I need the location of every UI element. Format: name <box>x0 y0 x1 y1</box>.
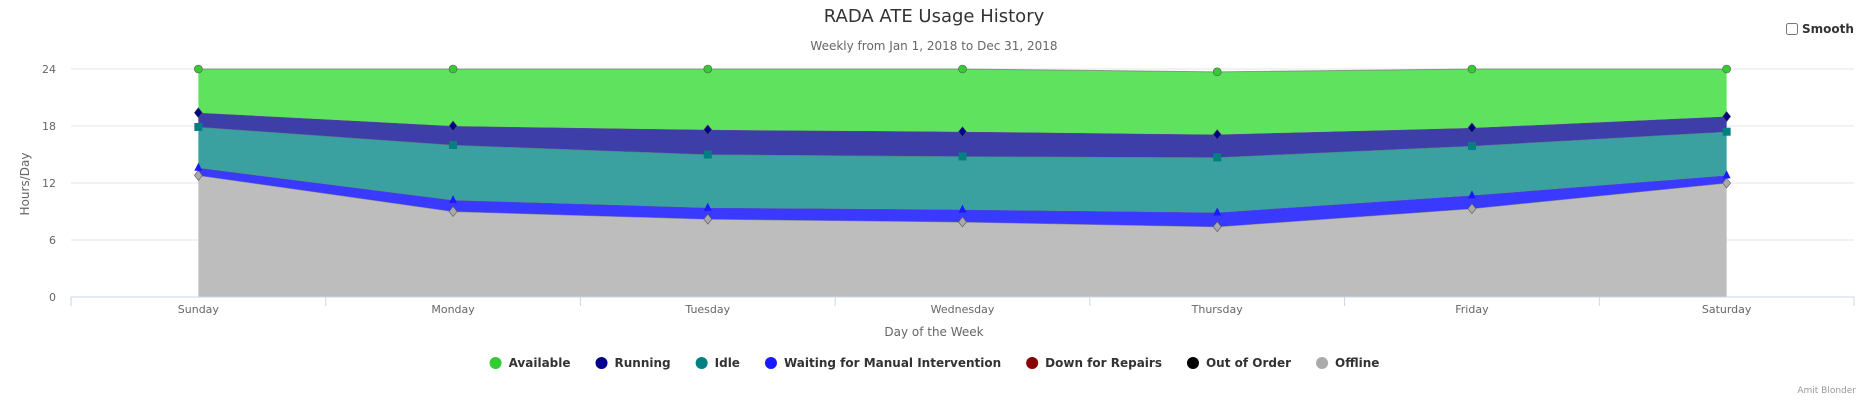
point-offline[interactable] <box>1722 177 1732 189</box>
chart-title: RADA ATE Usage History <box>824 6 1045 27</box>
legend-item-running[interactable]: Running <box>595 356 671 370</box>
point-idle[interactable] <box>1722 127 1731 136</box>
x-tick-label: Tuesday <box>684 303 730 316</box>
area-idle <box>198 126 1727 213</box>
legend-swatch <box>489 357 502 369</box>
legend-label: Running <box>615 356 671 370</box>
legend-swatch <box>595 357 608 369</box>
point-offline[interactable] <box>958 216 967 228</box>
area-offline <box>198 175 1727 297</box>
point-idle[interactable] <box>958 152 967 161</box>
point-idle[interactable] <box>703 150 712 159</box>
point-running[interactable] <box>1212 129 1222 141</box>
y-tick-label: 18 <box>42 120 56 133</box>
legend-swatch <box>1026 357 1039 369</box>
smooth-checkbox[interactable] <box>1786 23 1798 35</box>
legend-swatch <box>764 357 777 369</box>
point-waiting-for-manual-intervention[interactable] <box>1213 207 1222 216</box>
smooth-toggle[interactable]: Smooth <box>1786 22 1854 36</box>
point-running[interactable] <box>958 126 967 138</box>
point-offline[interactable] <box>1212 221 1222 233</box>
y-tick-label: 0 <box>49 291 56 304</box>
y-tick-label: 12 <box>42 177 56 190</box>
point-waiting-for-manual-intervention[interactable] <box>703 202 712 211</box>
point-idle[interactable] <box>194 122 203 131</box>
point-waiting-for-manual-intervention[interactable] <box>449 195 458 204</box>
point-idle[interactable] <box>1213 153 1222 162</box>
x-tick-label: Saturday <box>1702 303 1752 316</box>
area-available <box>198 69 1727 135</box>
legend-label: Out of Order <box>1206 356 1291 370</box>
point-waiting-for-manual-intervention[interactable] <box>1467 190 1476 199</box>
point-available[interactable] <box>703 64 713 74</box>
point-running[interactable] <box>193 107 203 119</box>
legend-item-down-for-repairs[interactable]: Down for Repairs <box>1026 356 1162 370</box>
chart-subtitle: Weekly from Jan 1, 2018 to Dec 31, 2018 <box>810 39 1057 53</box>
legend-label: Down for Repairs <box>1045 356 1162 370</box>
legend-item-out-of-order[interactable]: Out of Order <box>1186 356 1291 370</box>
point-running[interactable] <box>1467 122 1477 134</box>
legend-item-offline[interactable]: Offline <box>1316 356 1379 370</box>
legend-swatch <box>695 357 708 369</box>
point-offline[interactable] <box>193 169 203 181</box>
point-available[interactable] <box>1722 64 1731 74</box>
y-axis-title: Hours/Day <box>18 153 32 216</box>
legend-label: Waiting for Manual Intervention <box>784 356 1001 370</box>
axes: 0 6 12 18 24 Sunday Monday Tuesday Wednesday Thur… <box>42 63 1855 316</box>
legend-swatch <box>1186 357 1199 369</box>
point-waiting-for-manual-intervention[interactable] <box>194 162 203 171</box>
point-available[interactable] <box>1212 67 1222 77</box>
x-axis-title: Day of the Week <box>884 325 983 339</box>
legend-item-available[interactable]: Available <box>489 356 571 370</box>
legend-label: Offline <box>1335 356 1379 370</box>
point-waiting-for-manual-intervention[interactable] <box>958 204 967 213</box>
point-idle[interactable] <box>1467 141 1476 150</box>
legend-label: Idle <box>715 356 740 370</box>
smooth-label: Smooth <box>1802 22 1854 36</box>
plot-markers <box>193 64 1732 233</box>
point-running[interactable] <box>448 120 458 132</box>
y-tick-label: 6 <box>49 234 56 247</box>
point-offline[interactable] <box>448 206 458 217</box>
x-tick-label: Thursday <box>1191 303 1244 316</box>
area-waiting-for-manual-intervention <box>198 167 1727 227</box>
x-tick-label: Sunday <box>178 303 220 316</box>
legend-swatch <box>1316 357 1329 369</box>
point-running[interactable] <box>703 124 713 136</box>
legend-label: Available <box>509 356 571 370</box>
point-offline[interactable] <box>703 213 713 225</box>
point-available[interactable] <box>194 64 203 74</box>
point-waiting-for-manual-intervention[interactable] <box>1722 170 1731 179</box>
x-tick-label: Wednesday <box>931 303 995 316</box>
legend: Available Running Idle Waiting for Manual I… <box>489 356 1379 370</box>
point-idle[interactable] <box>449 141 458 149</box>
point-available[interactable] <box>958 64 967 74</box>
legend-item-idle[interactable]: Idle <box>695 356 740 370</box>
plot-areas <box>198 68 1727 297</box>
legend-item-waiting-for-manual-intervention[interactable]: Waiting for Manual Intervention <box>764 356 1001 370</box>
point-available[interactable] <box>1467 64 1477 74</box>
chart-credit: Amit Blonder <box>1797 386 1856 396</box>
x-tick-label: Monday <box>431 303 475 316</box>
y-tick-label: 24 <box>42 63 56 76</box>
x-tick-label: Friday <box>1455 303 1489 316</box>
point-offline[interactable] <box>1467 203 1477 215</box>
point-running[interactable] <box>1722 111 1732 122</box>
point-available[interactable] <box>448 64 458 74</box>
